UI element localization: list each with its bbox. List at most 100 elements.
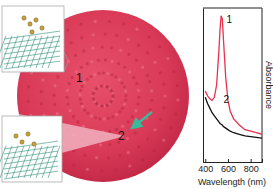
speckle [56,75,59,78]
nanoparticle [26,132,30,136]
speckle [127,38,130,41]
speckle [99,143,102,146]
speckle [111,115,114,118]
tick: 600 [221,159,236,174]
speckle [158,45,161,48]
speckle [42,78,45,81]
nanoparticle [14,134,18,138]
speckle [72,163,75,166]
speckle [79,98,82,101]
inset [0,6,64,72]
speckle [104,32,107,35]
speckle [119,49,122,52]
speckle [108,130,111,133]
speckle [100,169,103,172]
speckle [94,20,97,23]
speckle [132,76,135,79]
inset-frame [2,6,64,72]
tick: 800 [244,159,259,174]
speckle [111,60,114,63]
speckle [103,117,106,120]
speckle [135,28,138,31]
speckle [118,78,121,81]
speckle [79,23,82,26]
nanoparticle [30,30,34,34]
nanoparticle [34,18,38,22]
speckle [69,41,72,44]
speckle [146,74,149,77]
speckle [81,85,84,88]
y-axis-line [203,9,204,163]
tick-mark [205,159,206,162]
series-label: 2 [223,94,229,105]
speckle [95,156,98,159]
speckle [83,81,86,84]
mesh [0,141,60,179]
mesh [0,31,60,69]
mesh-line [4,46,60,54]
speckle [115,113,118,116]
speckle [137,89,140,92]
nanoparticle [28,22,32,26]
speckle [81,105,84,108]
speckle [92,33,95,36]
speckle [124,90,127,93]
inset [0,116,62,182]
speckle [148,80,151,83]
speckle [79,89,82,92]
y-axis-title: Absorbance [264,61,273,109]
speckle [120,82,123,85]
speckle [91,46,94,49]
speckle [101,45,104,48]
mesh-line [4,171,58,179]
tick-label: 800 [244,164,259,174]
speckle [136,102,139,105]
speckle [118,110,121,113]
speckle [108,143,111,146]
speckle [66,28,69,31]
speckle [166,57,169,60]
speckle [80,102,83,105]
series-label: 1 [226,14,232,25]
speckle [80,66,83,69]
speckle [107,156,110,159]
speckle [107,117,110,120]
speckle [126,120,129,123]
speckle [146,51,149,54]
series-line [205,97,262,138]
speckle [172,70,175,73]
tick: 400 [198,159,213,174]
speckle [90,114,93,117]
mesh-line [0,146,6,178]
speckle [127,151,130,154]
speckle [134,109,137,112]
mesh-line [0,36,6,68]
speckle [153,61,156,64]
speckle [159,71,162,74]
speckle [141,158,144,161]
mesh-line [4,41,60,49]
speckle [128,164,131,167]
speckle [162,106,165,109]
mesh-line [30,146,42,178]
speckle [134,131,137,134]
speckle [174,113,177,116]
speckle [176,98,179,101]
speckle [76,120,79,123]
tick-label: 600 [221,164,236,174]
speckle [115,34,118,37]
mesh-line [4,146,58,154]
arrow [132,112,152,128]
speckle [150,99,153,102]
tick-label: 400 [198,164,213,174]
zoom-line [64,62,68,72]
speckle [106,103,109,106]
mesh-line [4,61,60,69]
speckle [86,62,89,65]
speckle [114,75,117,78]
speckle [146,137,149,140]
x-axis-title: Wavelength (nm) [198,177,266,187]
speckle [110,73,113,76]
mesh-line [4,156,58,164]
y-axis [203,9,204,163]
